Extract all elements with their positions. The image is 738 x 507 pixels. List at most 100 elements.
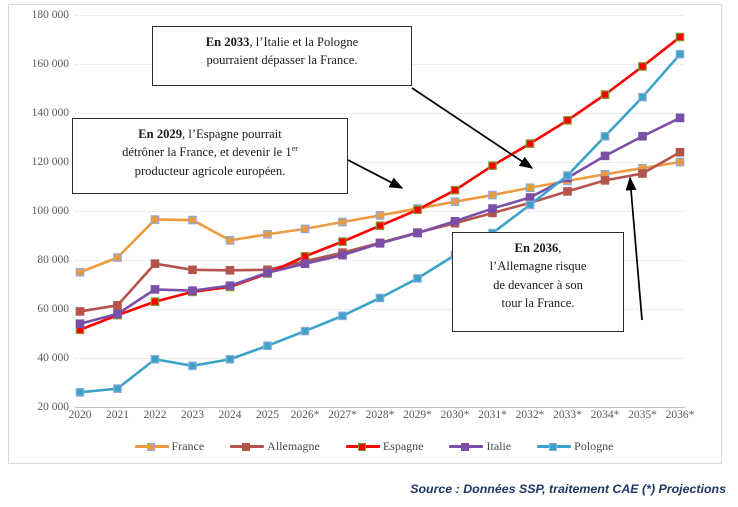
data-point-marker (600, 176, 610, 185)
annotation-2036: En 2036, l’Allemagne risque de devancer … (452, 232, 624, 332)
y-axis-tick-label: 140 000 (31, 107, 69, 119)
legend-label: Italie (486, 438, 512, 453)
series-lines (75, 32, 685, 397)
annotation-2033-bold: En 2033 (205, 35, 250, 49)
data-point-marker (600, 90, 610, 99)
legend-label: Pologne (574, 438, 614, 453)
legend-swatch-icon (230, 440, 265, 452)
plot-area (75, 15, 685, 408)
y-axis-tick-label: 180 000 (31, 9, 69, 21)
data-point-marker (338, 250, 347, 260)
y-axis-tick-label: 120 000 (31, 156, 69, 168)
data-point-marker (450, 197, 460, 206)
data-point-marker (113, 253, 122, 262)
x-axis-tick-label: 2033* (553, 409, 582, 421)
legend-item-allemagne[interactable]: Allemagne (230, 439, 320, 454)
data-point-marker (413, 228, 422, 238)
data-point-marker (300, 252, 310, 261)
annotation-2029-superscript: er (291, 144, 298, 154)
data-point-marker (188, 215, 197, 225)
legend-label: France (171, 438, 205, 453)
legend-label: Allemagne (267, 438, 320, 453)
data-point-marker (150, 215, 160, 224)
data-point-marker (413, 205, 422, 215)
data-point-marker (75, 307, 85, 316)
legend-marker (461, 442, 470, 451)
legend-item-france[interactable]: France (134, 438, 205, 454)
annotation-2029-rest: , l’Espagne pourrait (182, 127, 282, 141)
data-point-marker (188, 361, 197, 371)
data-point-marker (225, 236, 235, 245)
annotation-2033-line1: En 2033, l’Italie et la Pologne (161, 33, 403, 51)
data-point-marker (563, 171, 572, 180)
x-axis-tick-label: 2036* (665, 409, 695, 421)
data-point-marker (450, 185, 460, 195)
x-axis-tick-label: 2026* (290, 409, 320, 421)
x-axis-tick-label: 2027* (328, 409, 357, 421)
annotation-2036-line2: l’Allemagne risque (489, 259, 587, 274)
data-point-marker (563, 116, 572, 125)
annotation-2029: En 2029, l’Espagne pourrait détrôner la … (72, 118, 348, 194)
data-point-marker (375, 293, 385, 303)
data-point-marker (75, 388, 85, 397)
x-axis-tick-label: 2030* (440, 409, 470, 421)
data-point-marker (488, 190, 497, 200)
data-point-marker (675, 32, 685, 42)
series-pologne (75, 49, 685, 397)
data-point-marker (300, 224, 310, 234)
data-point-marker (188, 286, 197, 295)
y-axis-tick-label: 100 000 (31, 205, 69, 217)
legend-marker (146, 442, 155, 451)
data-point-marker (300, 259, 310, 268)
legend-marker (242, 442, 251, 451)
data-point-marker (525, 183, 535, 193)
legend-item-espagne[interactable]: Espagne (345, 438, 424, 454)
y-axis-labels: 180 000 160 000 140 000 120 000 100 000 80 00… (9, 9, 69, 413)
data-point-marker (638, 131, 647, 141)
data-point-marker (113, 301, 122, 310)
x-axis-tick-label: 2032* (515, 409, 545, 421)
annotation-2029-line2: détrôner la France, et devenir le 1er (81, 143, 339, 161)
data-point-marker (225, 281, 235, 291)
y-axis-tick-label: 160 000 (31, 58, 69, 70)
data-point-marker (75, 319, 85, 329)
gridline (75, 113, 685, 114)
gridline (75, 15, 685, 16)
data-point-marker (375, 211, 385, 220)
data-point-marker (300, 326, 310, 336)
data-point-marker (75, 267, 85, 277)
source-caption: Source : Données SSP, traitement CAE (*)… (410, 482, 726, 496)
data-point-marker (413, 274, 422, 283)
data-point-marker (638, 169, 647, 178)
data-point-marker (675, 147, 685, 157)
data-point-marker (525, 139, 535, 148)
annotation-2029-bold: En 2029 (138, 127, 183, 141)
legend-label: Espagne (382, 438, 424, 453)
data-point-marker (563, 187, 572, 196)
gridline (75, 358, 685, 359)
annotation-2036-rest: , (558, 241, 562, 255)
y-axis-tick-label: 60 000 (37, 303, 69, 315)
chart-legend: France Allemagne Espagne Italie Pologne (17, 433, 731, 459)
data-point-marker (375, 221, 385, 231)
data-point-marker (525, 200, 535, 210)
legend-swatch-icon (449, 440, 484, 452)
annotation-2036-line4: tour la France. (501, 295, 575, 310)
data-point-marker (638, 92, 647, 102)
legend-item-italie[interactable]: Italie (449, 439, 511, 454)
data-point-marker (525, 193, 535, 202)
legend-swatch-icon (537, 440, 572, 452)
x-axis-labels: 2020 2021 2022 2023 2024 2025 2026* 2027* 2028* 2… (69, 409, 695, 427)
data-point-marker (263, 268, 272, 278)
annotation-2036-line1: En 2036, (461, 239, 615, 257)
legend-marker (549, 442, 558, 451)
legend-item-pologne[interactable]: Pologne (537, 439, 613, 454)
data-point-marker (150, 354, 160, 364)
data-point-marker (638, 62, 647, 71)
annotation-2036-line3: de devancer à son (493, 277, 583, 292)
x-axis-tick-label: 2034* (590, 409, 620, 421)
annotation-2033: En 2033, l’Italie et la Pologne pourraie… (152, 26, 412, 86)
series-italie (75, 113, 685, 329)
data-point-marker (188, 265, 197, 275)
